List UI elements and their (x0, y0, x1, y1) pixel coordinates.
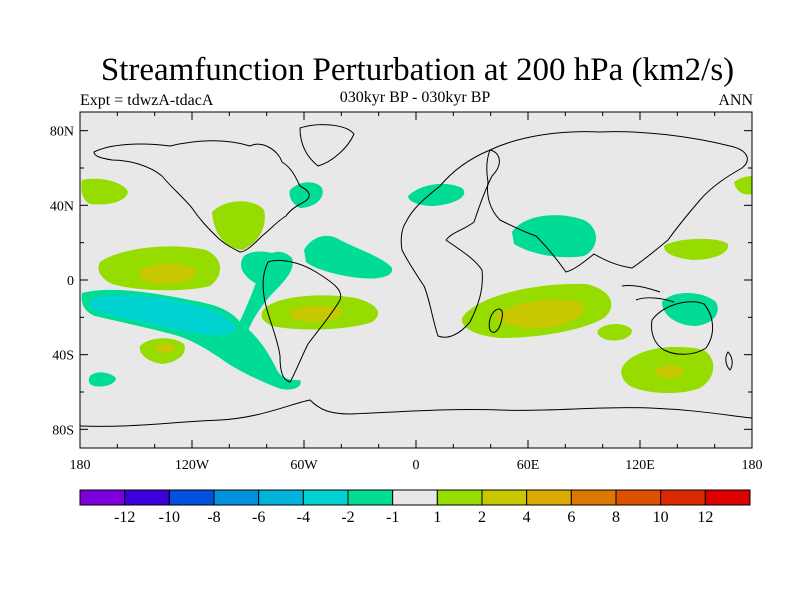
coastline-south-america (262, 259, 342, 383)
season-label: ANN (718, 92, 753, 109)
colorbar-swatch (660, 489, 706, 506)
colorbar-label: -1 (386, 509, 399, 526)
colorbar-label: 4 (523, 509, 531, 526)
coastlines (80, 124, 752, 427)
contour-pos-south-pacific-small-core (155, 343, 176, 353)
coastline-europe-africa (400, 149, 500, 338)
colorbar-swatch (168, 489, 215, 506)
colorbar-label: -12 (114, 509, 135, 526)
colorbar-swatch (481, 489, 528, 506)
colorbar-swatch (436, 489, 483, 506)
map-ticks: 180 120W 60W 0 60E 120E 180 80N 40N 0 40S 80S (50, 112, 763, 473)
x-tick-label: 0 (413, 458, 420, 473)
colorbar-swatch (302, 489, 349, 506)
colorbar-label: 12 (697, 509, 713, 526)
contour-fills (81, 176, 752, 394)
colorbar-swatch (124, 489, 170, 506)
contour-pos-northeast-pacific (81, 178, 128, 205)
contour-neg-south-atlantic-tip (88, 372, 116, 387)
contour-neg-north-atlantic (289, 182, 323, 208)
experiment-label: Expt = tdwzA-tdacA (80, 92, 214, 109)
colorbar-label: 1 (433, 509, 441, 526)
colorbar: -12 -10 -8 -6 -4 -2 -1 1 2 4 6 8 10 12 (79, 489, 751, 526)
map-title: Streamfunction Perturbation at 200 hPa (… (100, 52, 735, 88)
colorbar-swatch (392, 489, 438, 506)
colorbar-swatch (79, 489, 126, 506)
colorbar-label: -2 (341, 509, 354, 526)
colorbar-swatch (526, 489, 572, 506)
colorbar-label: 10 (653, 509, 669, 526)
x-tick-label: 180 (742, 458, 763, 473)
colorbar-label: -6 (252, 509, 265, 526)
coastline-madagascar (488, 308, 503, 333)
contour-neg-australia (662, 293, 718, 326)
colorbar-swatch (570, 489, 617, 506)
x-tick-label: 180 (70, 458, 91, 473)
contour-neg-asia (512, 215, 596, 258)
colorbar-swatch (213, 489, 260, 506)
contour-pos-indian-ocean-core (494, 299, 584, 328)
colorbar-label: -8 (207, 509, 220, 526)
contour-neg-europe (408, 183, 465, 206)
contour-neg-atlantic-tropic (304, 235, 393, 279)
x-tick-label: 60W (290, 458, 318, 473)
colorbar-swatch (347, 489, 394, 506)
coastline-greenland (299, 124, 355, 167)
coastline-antarctica (80, 399, 752, 427)
contour-pos-north-america (212, 201, 265, 250)
coastline-asia (486, 131, 748, 273)
y-tick-label: 40S (52, 349, 74, 364)
contour-pos-tropical-pacific-core (139, 264, 196, 284)
contour-neg-pacific-core (90, 295, 236, 335)
colorbar-swatch (615, 489, 662, 506)
colorbar-label: -10 (159, 509, 180, 526)
contour-pos-west-pacific (664, 238, 729, 260)
y-tick-label: 80N (50, 125, 74, 140)
y-tick-label: 40N (50, 199, 74, 214)
colorbar-label: 8 (612, 509, 620, 526)
coastline-australia (651, 301, 713, 355)
y-tick-label: 80S (52, 423, 74, 438)
y-tick-label: 0 (67, 274, 74, 289)
colorbar-label: -4 (297, 509, 310, 526)
x-tick-label: 120W (175, 458, 210, 473)
contour-pos-far-east (734, 176, 752, 195)
period-label: 030kyr BP - 030kyr BP (339, 89, 491, 106)
colorbar-swatch (258, 489, 304, 506)
coastline-new-zealand (725, 351, 733, 371)
colorbar-swatch (704, 489, 751, 506)
coastline-indonesia (621, 285, 675, 303)
contour-pos-australia-south-core (655, 365, 684, 379)
coastline-north-america (93, 140, 310, 253)
contour-pos-indonesia (597, 324, 632, 341)
colorbar-label: 6 (567, 509, 575, 526)
x-tick-label: 120E (625, 458, 655, 473)
x-tick-label: 60E (517, 458, 540, 473)
contour-pos-south-america-core (289, 305, 343, 322)
colorbar-label: 2 (478, 509, 486, 526)
